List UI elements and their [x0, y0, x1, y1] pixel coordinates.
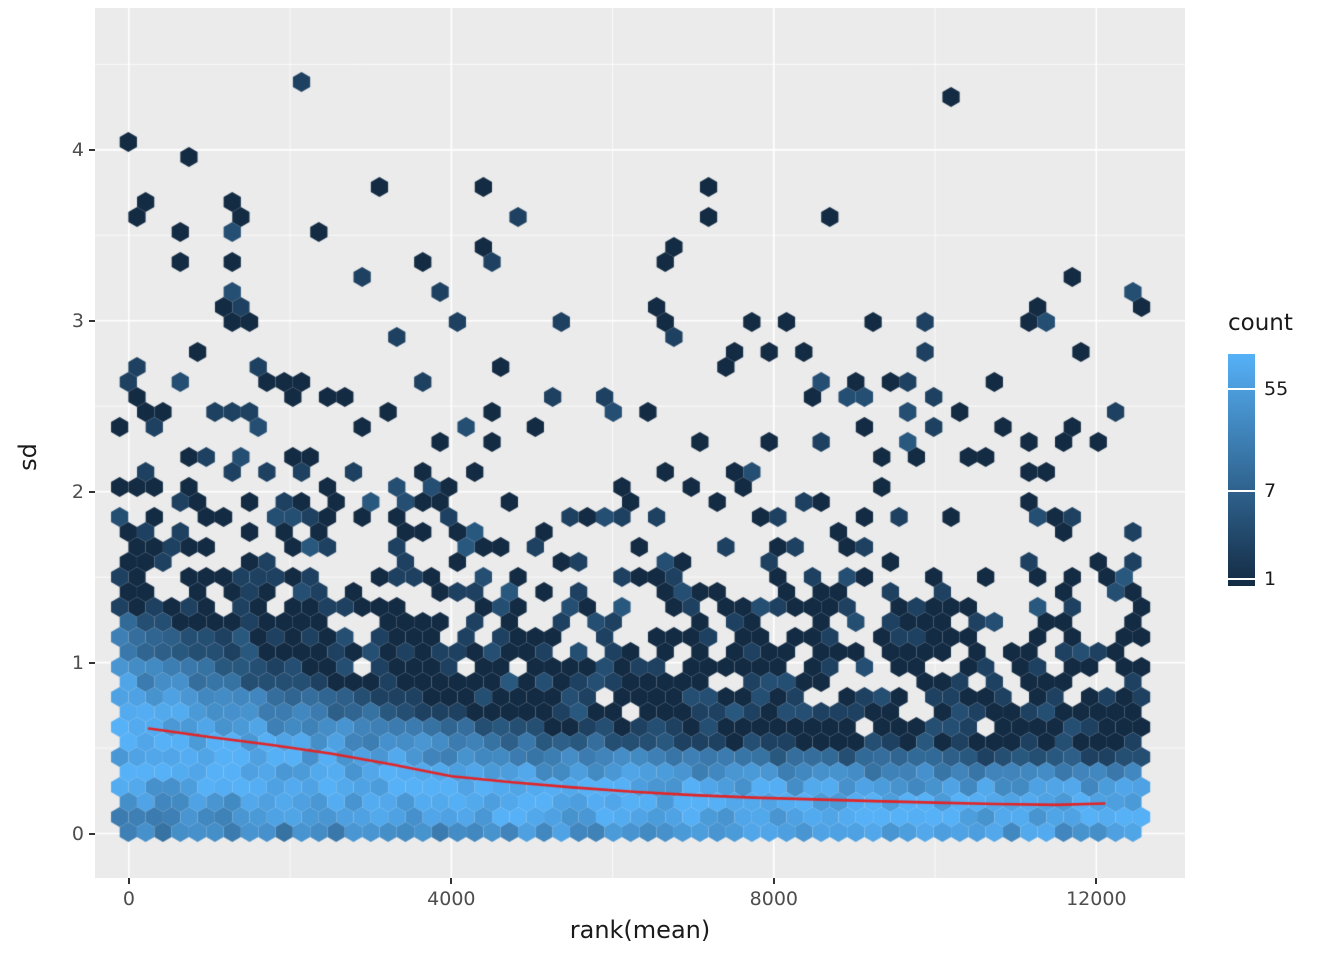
legend-title: count — [1228, 310, 1293, 336]
x-tick-label: 0 — [122, 888, 135, 910]
legend-tick-label: 7 — [1264, 479, 1277, 502]
legend-colorbar-tick — [1228, 489, 1255, 492]
y-axis-title: sd — [13, 443, 42, 471]
x-tick-mark — [450, 878, 453, 884]
y-tick-mark — [89, 148, 95, 151]
y-tick-label: 1 — [71, 651, 84, 674]
y-tick-mark — [89, 319, 95, 322]
x-tick-label: 12000 — [1066, 888, 1127, 910]
x-axis-title: rank(mean) — [569, 916, 711, 944]
x-tick-mark — [1095, 878, 1098, 884]
x-tick-label: 8000 — [749, 888, 799, 910]
x-tick-label: 4000 — [427, 888, 476, 910]
y-tick-mark — [89, 661, 95, 664]
x-tick-mark — [127, 878, 130, 884]
legend-colorbar — [1228, 354, 1255, 586]
legend-tick-label: 1 — [1264, 568, 1277, 591]
plot-panel-canvas — [95, 8, 1185, 878]
y-tick-mark — [89, 832, 95, 835]
legend: count 55 7 1 — [1210, 310, 1340, 590]
legend-colorbar-tick — [1228, 387, 1255, 390]
y-tick-label: 3 — [71, 309, 84, 332]
x-tick-mark — [772, 878, 775, 884]
legend-colorbar-tick — [1228, 578, 1255, 581]
legend-tick-label: 55 — [1264, 377, 1289, 400]
y-tick-mark — [89, 490, 95, 493]
y-tick-label: 2 — [71, 480, 84, 503]
y-tick-label: 4 — [71, 138, 84, 161]
y-tick-label: 0 — [71, 822, 84, 845]
